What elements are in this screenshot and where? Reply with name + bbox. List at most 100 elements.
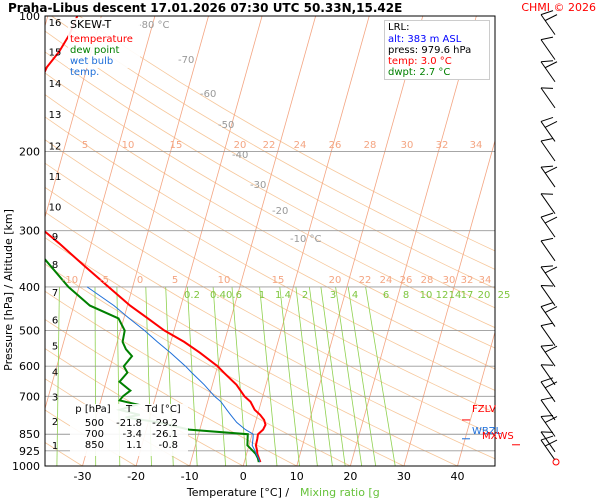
mixing-ratio-label: 17 — [461, 290, 474, 301]
mixing-ratio-line — [365, 286, 396, 466]
upper-scale-label: 15 — [170, 140, 183, 151]
lower-scale-label: 10 — [218, 275, 231, 286]
cell: 700 — [84, 429, 104, 440]
altitude-tick-label: 11 — [49, 172, 62, 183]
altitude-tick-label: 4 — [52, 367, 58, 378]
wind-barb — [540, 193, 556, 214]
mixing-ratio-label: 20 — [478, 290, 491, 301]
dry-adiabat-line — [45, 51, 495, 309]
mixing-ratio-line — [295, 286, 318, 466]
dry-adiabat-line — [45, 237, 458, 466]
wind-barb — [540, 116, 558, 142]
wind-barb-flag — [544, 14, 558, 22]
wind-barb — [540, 36, 556, 60]
wind-barb — [540, 302, 558, 327]
wind-barb-flag — [540, 36, 554, 41]
wind-barb-flag — [540, 10, 554, 16]
wind-barb-flag — [544, 345, 558, 353]
levels-table-header: p [hPa] T Td [°C] — [70, 404, 188, 415]
wind-barb — [540, 415, 558, 437]
cell: -0.8 — [158, 440, 178, 451]
dry-adiabat-line — [45, 116, 495, 370]
mixing-ratio-label: 25 — [498, 290, 511, 301]
legend-box: SKEW-T temperature dew point wet bulb te… — [68, 18, 140, 78]
isotherm-line — [45, 16, 102, 219]
wind-barb-shaft — [540, 87, 556, 109]
mixing-ratio-label: 8 — [403, 290, 409, 301]
mixing-ratio-line — [187, 286, 198, 466]
temperature-tick-label: 10 — [290, 470, 304, 483]
cell: -29.2 — [152, 418, 178, 429]
wind-barb — [540, 435, 558, 461]
x-axis-label-mixing: Mixing ratio [g — [300, 486, 380, 499]
wind-barb — [540, 138, 556, 162]
temperature-tick-label: 30 — [397, 470, 411, 483]
pressure-tick-label: 400 — [19, 281, 40, 294]
isotherm-label: -30 — [250, 180, 266, 191]
upper-scale-label: 24 — [294, 140, 307, 151]
mixing-ratio-label: 12 — [436, 290, 449, 301]
lrl-dewpoint: dwpt: 2.7 °C — [388, 67, 451, 78]
lrl-pressure: press: 979.6 hPa — [388, 45, 472, 56]
pressure-tick-label: 925 — [19, 445, 40, 458]
col-temp: T — [125, 404, 133, 415]
altitude-tick-label: 14 — [49, 79, 62, 90]
col-pressure: p [hPa] — [75, 404, 111, 415]
lower-scale-label: 5 — [172, 275, 178, 286]
mixing-ratio-line — [231, 286, 247, 466]
mixing-ratio-label: 10 — [420, 290, 433, 301]
mixing-ratio-line — [347, 286, 377, 466]
dry-adiabat-line — [45, 72, 495, 329]
wind-barb-flag — [540, 364, 554, 366]
wind-barb — [540, 265, 558, 288]
upper-scale-label: 26 — [329, 140, 342, 151]
upper-scale-label: 32 — [436, 140, 449, 151]
altitude-tick-label: 6 — [52, 315, 58, 326]
lower-scale-label: 34 — [479, 275, 492, 286]
isotherm-label: -10 °C — [290, 234, 322, 245]
wind-barb-flag — [544, 306, 558, 314]
wind-barb-flag — [540, 138, 554, 142]
lower-scale-label: 26 — [400, 275, 413, 286]
wind-barb-flag — [540, 60, 554, 63]
wind-barb-shaft — [540, 240, 556, 262]
wbzl-marker: WBZL — [472, 426, 502, 437]
copyright-label: CHMI © 2026 — [521, 1, 596, 14]
wind-barb-flag — [540, 302, 554, 308]
altitude-tick-label: 13 — [49, 110, 62, 121]
wind-barb-shaft — [540, 266, 556, 288]
lower-scale-label: 30 — [443, 275, 456, 286]
plot-area — [45, 16, 495, 466]
lower-scale-label: 32 — [461, 275, 474, 286]
cell: -26.1 — [152, 429, 178, 440]
isotherm-line — [135, 16, 263, 466]
wind-barb — [540, 10, 558, 35]
isotherm-line — [296, 16, 424, 466]
wind-barb-flag — [540, 285, 554, 287]
wind-barb-shaft — [540, 416, 556, 437]
upper-scale-label: 10 — [122, 140, 135, 151]
pressure-tick-label: 300 — [19, 225, 40, 238]
legend-item-wetbulb: wet bulb temp. — [70, 56, 114, 78]
mixing-ratio-label: 3 — [330, 290, 336, 301]
temperature-tick-label: 20 — [343, 470, 357, 483]
mixing-ratio-label: 0.4 — [210, 290, 226, 301]
wind-barb-shaft — [540, 216, 556, 238]
altitude-tick-label: 15 — [49, 48, 62, 59]
table-row: 850 1.1 -0.8 — [70, 440, 188, 451]
wind-barb-flag — [540, 344, 554, 347]
isotherm-line — [45, 16, 156, 411]
series-temperature-line — [45, 16, 267, 463]
mixing-ratio-label: 14 — [449, 290, 462, 301]
plot-frame — [44, 15, 496, 467]
mixing-ratio-line — [279, 286, 300, 466]
pressure-tick-label: 500 — [19, 325, 40, 338]
lrl-altitude: alt: 383 m ASL — [388, 34, 462, 45]
mixing-ratio-line — [212, 286, 226, 466]
pressure-tick-label: 200 — [19, 145, 40, 158]
upper-scale-label: 20 — [234, 140, 247, 151]
wind-barb — [540, 344, 558, 367]
wind-barb-flag — [540, 431, 554, 433]
wind-barb-flag — [540, 435, 554, 441]
